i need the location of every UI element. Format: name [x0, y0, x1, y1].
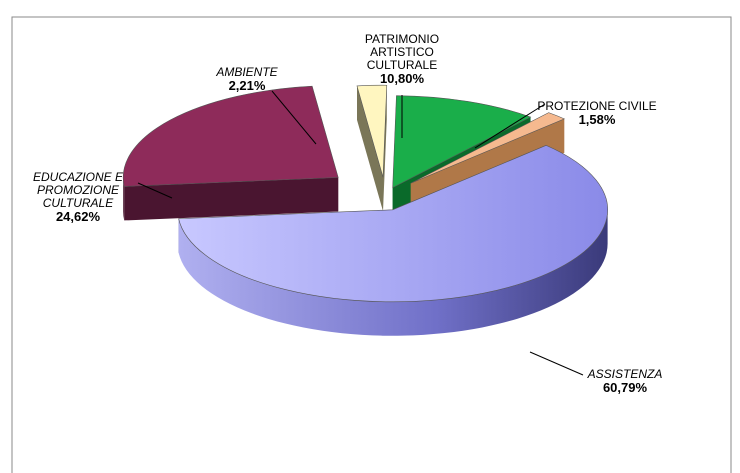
leader-line — [137, 182, 173, 199]
slice-category-label: ASSISTENZA — [587, 367, 663, 381]
slice-outer-side — [178, 209, 608, 336]
slice-value-label: 10,80% — [380, 71, 425, 86]
slice-category-label: ARTISTICO — [370, 45, 434, 59]
slice-category-label: PROTEZIONE CIVILE — [537, 99, 656, 113]
slice-top-face — [356, 84, 388, 178]
slice-radial-face — [124, 177, 339, 221]
leader-line — [271, 90, 317, 145]
pie-slice-3 — [122, 85, 339, 221]
slice-top-face — [392, 95, 532, 189]
slice-value-label: 24,62% — [56, 209, 101, 224]
slice-value-label: 60,79% — [603, 380, 648, 395]
slice-top-face — [122, 85, 339, 187]
slice-category-label: CULTURALE — [43, 196, 114, 210]
slice-top-face — [410, 112, 566, 184]
leader-line — [529, 351, 584, 376]
slice-category-label: EDUCAZIONE E — [33, 170, 124, 184]
slice-value-label: 2,21% — [229, 78, 266, 93]
pie-slice-2 — [178, 145, 608, 336]
slice-top-face — [178, 145, 608, 303]
slice-category-label: AMBIENTE — [215, 65, 278, 79]
slice-category-label: CULTURALE — [367, 58, 437, 72]
pie-slice-4 — [356, 84, 388, 212]
slice-category-label: PROMOZIONE — [37, 183, 120, 197]
slice-radial-face — [383, 85, 387, 212]
slice-outer-side — [123, 177, 125, 221]
leader-line — [474, 103, 546, 149]
label-layer: PATRIMONIOARTISTICOCULTURALE10,80%PROTEZ… — [33, 32, 662, 395]
pie-layer — [122, 84, 608, 336]
slice-radial-face — [356, 85, 384, 212]
slice-category-label: PATRIMONIO — [365, 32, 439, 46]
slice-value-label: 1,58% — [579, 112, 616, 127]
